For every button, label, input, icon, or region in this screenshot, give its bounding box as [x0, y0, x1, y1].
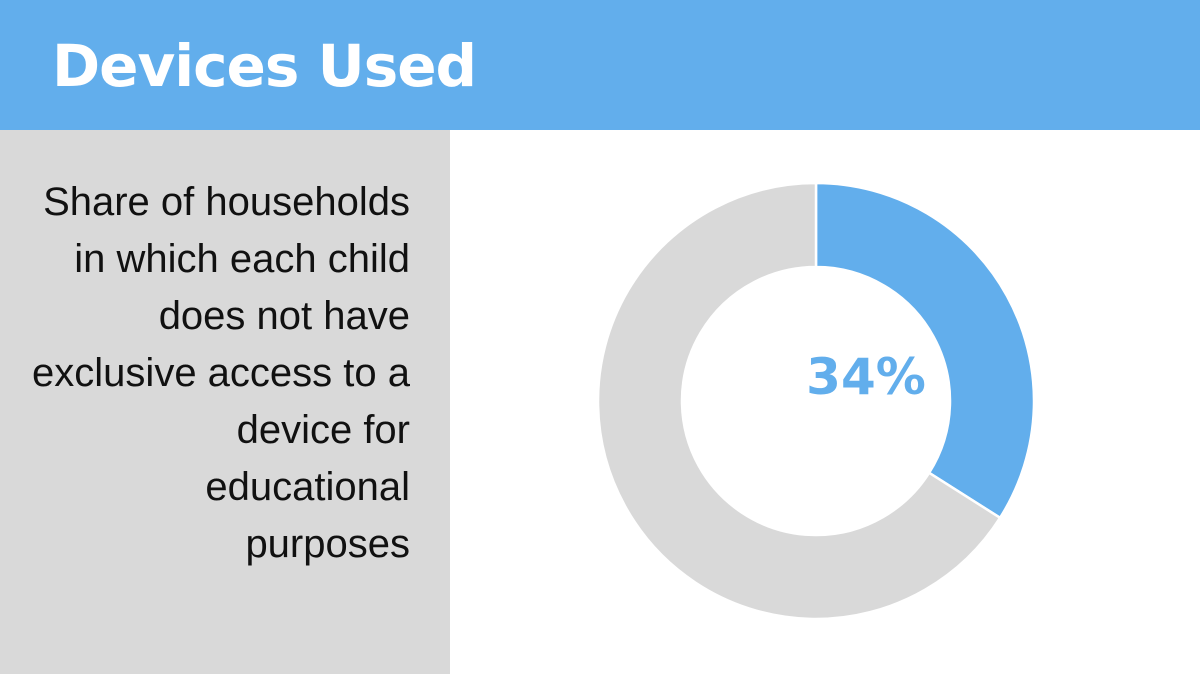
- donut-slice-highlight: [814, 181, 1036, 520]
- donut-slice-remainder: [596, 181, 1002, 621]
- donut-chart-area: 34%: [450, 130, 1200, 674]
- donut-chart: 34%: [596, 181, 1036, 621]
- description-panel: Share of households in which each child …: [0, 130, 450, 674]
- chart-description: Share of households in which each child …: [32, 180, 410, 566]
- header-bar: Devices Used: [0, 0, 1200, 130]
- donut-center-label: 34%: [806, 348, 926, 406]
- page-title: Devices Used: [52, 32, 477, 100]
